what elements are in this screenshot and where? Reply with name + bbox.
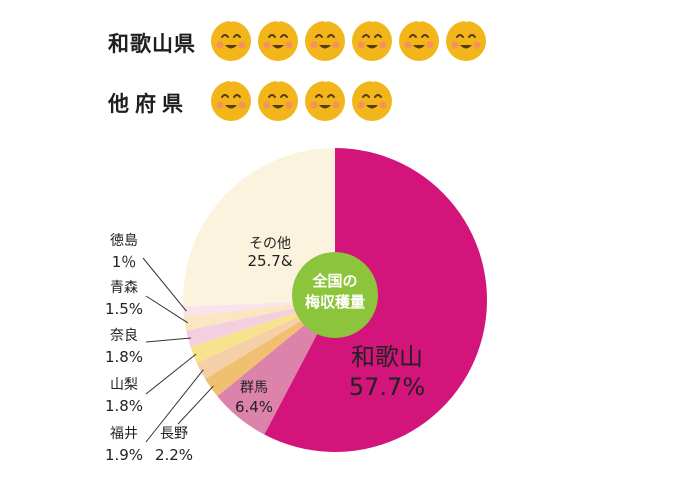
smiling-ume-plum-icon — [396, 17, 442, 63]
pie-slice-8 — [183, 148, 335, 307]
pie-slice-2 — [205, 300, 335, 397]
center-label: 全国の梅収穫量 — [305, 272, 365, 311]
leader-line-3 — [145, 369, 204, 443]
slice-value-gunma: 6.4% — [235, 398, 273, 416]
leader-lines — [142, 257, 214, 443]
slice-name-sonota: その他 — [249, 236, 291, 252]
slice-name-gunma: 群馬 — [240, 380, 268, 396]
leader-line-6 — [145, 295, 189, 324]
slice-name-nagano: 長野 — [160, 426, 188, 442]
smiling-ume-plum-icon — [208, 77, 254, 123]
smiling-ume-plum-icon — [443, 17, 489, 63]
slice-value-fukui: 1.9% — [105, 446, 143, 464]
leader-line-5 — [145, 337, 191, 343]
slice-name-fukui: 福井 — [110, 426, 138, 442]
other-prefectures-row-label: 他府県 — [108, 92, 189, 116]
slice-name-tokushima: 徳島 — [110, 233, 138, 249]
smiling-ume-plum-icon — [349, 17, 395, 63]
leader-line-4 — [145, 353, 197, 395]
wakayama-row-label: 和歌山県 — [108, 32, 196, 56]
leader-line-7 — [142, 257, 187, 312]
slice-value-wakayama: 57.7% — [349, 373, 425, 401]
slice-name-yamanashi: 山梨 — [110, 377, 138, 393]
slice-value-nagano: 2.2% — [155, 446, 193, 464]
slice-name-wakayama: 和歌山 — [351, 343, 423, 371]
slice-value-sonota: 25.7& — [247, 252, 292, 270]
center-badge — [292, 252, 378, 338]
smiling-ume-plum-icon — [255, 17, 301, 63]
smiling-ume-plum-icon — [208, 17, 254, 63]
smiling-ume-plum-icon — [349, 77, 395, 123]
slice-value-nara: 1.8% — [105, 348, 143, 366]
pie-slice-1 — [217, 300, 335, 435]
slice-value-tokushima: 1％ — [112, 253, 137, 271]
slice-name-nara: 奈良 — [110, 328, 138, 344]
smiling-ume-plum-icon — [302, 17, 348, 63]
slice-name-aomori: 青森 — [110, 280, 138, 296]
leader-line-2 — [177, 385, 214, 425]
slice-value-yamanashi: 1.8% — [105, 397, 143, 415]
slice-value-aomori: 1.5% — [105, 300, 143, 318]
smiling-ume-plum-icon — [302, 77, 348, 123]
smiling-ume-plum-icon — [255, 77, 301, 123]
